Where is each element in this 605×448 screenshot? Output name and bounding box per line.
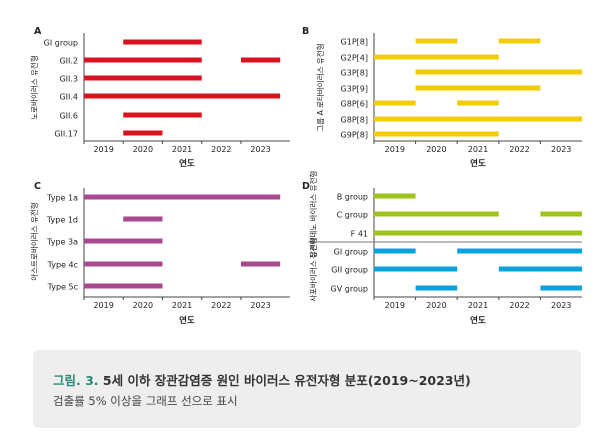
row-label-b-group: B group <box>337 193 368 202</box>
row-label-type-3a: Type 3a <box>46 238 78 247</box>
x-tick-label-d-2023: 2023 <box>551 301 571 310</box>
caption-label: 그림. 3. <box>53 373 99 388</box>
x-axis-title-a: 연도 <box>179 158 195 169</box>
segment-b-4-1 <box>457 100 499 106</box>
segment-c-3-1 <box>240 261 281 267</box>
row-label-gi-group: GI group <box>334 248 368 257</box>
row-label-type-5c: Type 5c <box>47 283 78 292</box>
x-tick-label-b-2021: 2021 <box>468 145 488 154</box>
x-tick-label-c-2021: 2021 <box>172 301 192 310</box>
segment-c-2-0 <box>84 238 163 244</box>
x-tick-label-c-2020: 2020 <box>133 301 153 310</box>
segment-a-5-0 <box>123 130 163 136</box>
row-label-type-1a: Type 1a <box>46 194 78 203</box>
row-label-g3p-9-: G3P[9] <box>341 85 368 94</box>
x-tick-label-d-2022: 2022 <box>509 301 529 310</box>
segment-c-0-0 <box>84 194 281 200</box>
caption-subtitle: 검출률 5% 이상을 그래프 선으로 표시 <box>53 394 238 408</box>
panel-letter-b: B <box>302 26 309 37</box>
segment-b-0-0 <box>415 38 458 44</box>
row-label-g8p-6-: G8P[6] <box>341 100 368 109</box>
y-axis-title-b: 그룹 A 로타바이러스 유전형 <box>315 43 325 131</box>
x-tick-label-b-2022: 2022 <box>509 145 529 154</box>
row-label-g2p-4-: G2P[4] <box>341 54 368 63</box>
y-axis-title-a: 노로바이러스 유전형 <box>29 55 39 119</box>
segment-a-0-0 <box>123 39 202 45</box>
row-label-g9p-8-: G9P[8] <box>341 131 368 140</box>
x-tick-label-b-2023: 2023 <box>551 145 571 154</box>
panel-letter-a: A <box>34 26 42 37</box>
segment-b-5-0 <box>374 116 582 122</box>
row-label-gv-group: GV group <box>331 285 368 294</box>
segment-a-4-0 <box>123 112 202 118</box>
x-tick-label-b-2020: 2020 <box>426 145 446 154</box>
segment-d1-0-0 <box>374 248 416 254</box>
row-label-g8p-8-: G8P[8] <box>341 116 368 125</box>
segment-b-0-1 <box>498 38 541 44</box>
segment-c-3-0 <box>84 261 163 267</box>
y-axis-title-d-group-0: 장관아데노 바이러스 유전형 <box>308 171 318 259</box>
x-tick-label-a-2022: 2022 <box>211 145 231 154</box>
segment-d0-2-0 <box>374 230 582 236</box>
segment-d1-1-1 <box>498 266 582 272</box>
x-axis-title-b: 연도 <box>470 158 486 169</box>
x-tick-label-d-2021: 2021 <box>468 301 488 310</box>
segment-b-2-0 <box>415 69 582 75</box>
segment-a-3-0 <box>84 93 281 99</box>
figure-caption: 그림. 3. 5세 이하 장관감염증 원인 바이러스 유전자형 분포(2019~… <box>33 350 581 428</box>
x-tick-label-a-2020: 2020 <box>133 145 153 154</box>
y-axis-title-d-group-1: 사포바이러스 유전형 <box>308 237 318 301</box>
x-tick-label-a-2021: 2021 <box>172 145 192 154</box>
segment-a-1-0 <box>84 57 202 63</box>
row-label-f-41: F 41 <box>351 230 368 239</box>
row-label-gii-6: GII.6 <box>59 112 78 121</box>
y-axis-title-c: 아스트로바이러스 유전형 <box>29 202 39 280</box>
row-label-gi-group: GI group <box>44 39 78 48</box>
row-label-gii-group: GII group <box>331 266 368 275</box>
segment-d0-1-1 <box>540 211 582 217</box>
x-axis-title-d: 연도 <box>470 315 486 326</box>
segment-a-1-1 <box>240 57 281 63</box>
x-tick-label-c-2019: 2019 <box>93 301 113 310</box>
row-label-gii-3: GII.3 <box>59 75 78 84</box>
x-tick-label-d-2019: 2019 <box>385 301 405 310</box>
segment-d1-0-1 <box>457 248 582 254</box>
segment-c-4-0 <box>84 283 163 289</box>
caption-title: 그림. 3. 5세 이하 장관감염증 원인 바이러스 유전자형 분포(2019~… <box>53 370 471 389</box>
segment-a-2-0 <box>84 75 202 81</box>
x-tick-label-d-2020: 2020 <box>426 301 446 310</box>
caption-title-text: 5세 이하 장관감염증 원인 바이러스 유전자형 분포(2019~2023년) <box>102 373 471 388</box>
row-label-c-group: C group <box>337 211 368 220</box>
segment-d1-2-1 <box>540 285 582 291</box>
row-label-gii-4: GII.4 <box>59 93 78 102</box>
row-label-gii-2: GII.2 <box>59 57 78 66</box>
panel-letter-c: C <box>34 181 41 192</box>
segment-d1-1-0 <box>374 266 458 272</box>
segment-d0-0-0 <box>374 193 416 199</box>
x-tick-label-b-2019: 2019 <box>385 145 405 154</box>
row-label-gii-17: GII.17 <box>54 130 78 139</box>
panel-letter-d: D <box>302 181 310 192</box>
segment-d1-2-0 <box>415 285 458 291</box>
row-label-g1p-8-: G1P[8] <box>341 38 368 47</box>
x-tick-label-a-2019: 2019 <box>93 145 113 154</box>
x-tick-label-a-2023: 2023 <box>250 145 270 154</box>
segment-b-4-0 <box>374 100 416 106</box>
segment-b-6-0 <box>374 131 499 137</box>
row-label-type-4c: Type 4c <box>47 261 78 270</box>
row-label-type-1d: Type 1d <box>46 216 78 225</box>
x-tick-label-c-2022: 2022 <box>211 301 231 310</box>
segment-b-3-0 <box>415 85 541 91</box>
segment-c-1-0 <box>123 216 163 222</box>
row-label-g3p-8-: G3P[8] <box>341 69 368 78</box>
segment-b-1-0 <box>374 54 499 60</box>
x-tick-label-c-2023: 2023 <box>250 301 270 310</box>
x-axis-title-c: 연도 <box>179 315 195 326</box>
segment-d0-1-0 <box>374 211 499 217</box>
